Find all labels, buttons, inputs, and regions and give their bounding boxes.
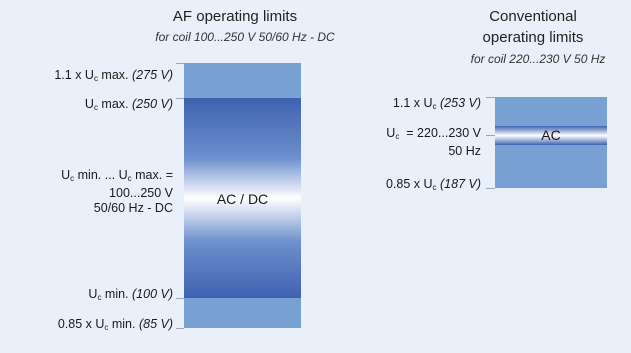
left-tick-bottom (176, 328, 184, 329)
right-label-bottom: 0.85 x Uc (187 V) (385, 177, 481, 192)
right-label-top: 1.1 x Uc (253 V) (392, 96, 481, 111)
left-label-bottom: 0.85 x Uc min. (85 V) (57, 317, 173, 332)
left-operating-range (184, 98, 301, 298)
right-tick-nominal (486, 135, 495, 136)
left-box-label: AC / DC (216, 191, 269, 207)
right-subtitle: for coil 220...230 V 50 Hz (470, 52, 606, 66)
right-title-line2: operating limits (482, 29, 584, 46)
left-label-range: Uc min. ... Uc max. = 100...250 V 50/60 … (61, 168, 173, 215)
right-tick-bottom (486, 188, 495, 189)
right-box-label: AC (541, 127, 561, 143)
left-lower-band (184, 298, 301, 328)
left-label-max: Uc max. (250 V) (84, 97, 173, 112)
left-label-min: Uc min. (100 V) (88, 287, 173, 302)
left-tick-min (176, 298, 184, 299)
left-tick-top (176, 63, 184, 64)
left-label-top: 1.1 x Uc max. (275 V) (54, 68, 173, 83)
left-subtitle: for coil 100...250 V 50/60 Hz - DC (155, 30, 335, 44)
right-label-nominal: Uc = 220...230 V 50 Hz (386, 126, 481, 158)
right-tick-top (486, 97, 495, 98)
right-nominal-band (495, 126, 607, 145)
left-tick-max (176, 98, 184, 99)
right-title-line1: Conventional (489, 8, 577, 25)
left-title: AF operating limits (172, 8, 298, 25)
left-upper-band (184, 63, 301, 98)
